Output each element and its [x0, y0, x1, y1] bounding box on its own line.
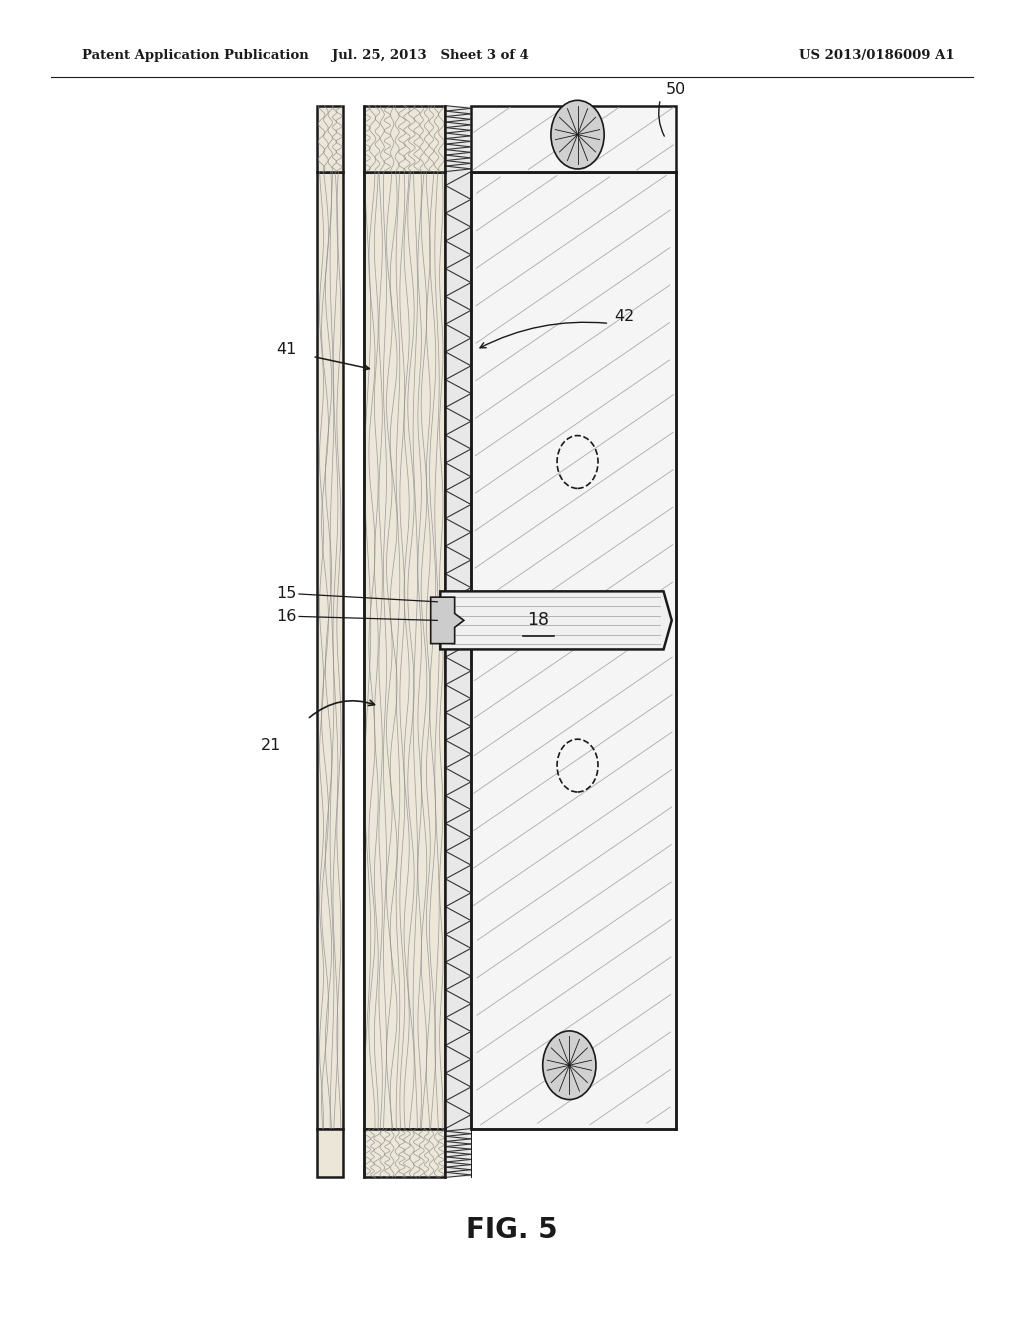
Text: 41: 41 — [276, 342, 297, 358]
Bar — [364, 106, 445, 172]
Text: 18: 18 — [527, 611, 550, 630]
Bar — [471, 172, 676, 1129]
Text: 15: 15 — [276, 586, 297, 602]
Text: 50: 50 — [666, 82, 686, 98]
Bar — [445, 172, 471, 1129]
Bar — [364, 172, 445, 1129]
Bar — [471, 106, 676, 172]
Polygon shape — [440, 591, 672, 649]
Text: 16: 16 — [276, 609, 297, 624]
Text: Patent Application Publication: Patent Application Publication — [82, 49, 308, 62]
Text: FIG. 5: FIG. 5 — [466, 1216, 558, 1245]
Text: 42: 42 — [614, 309, 635, 325]
Bar — [317, 172, 343, 1129]
Polygon shape — [431, 597, 464, 644]
Text: Jul. 25, 2013   Sheet 3 of 4: Jul. 25, 2013 Sheet 3 of 4 — [332, 49, 528, 62]
Bar — [364, 1129, 445, 1177]
Circle shape — [543, 1031, 596, 1100]
Text: 21: 21 — [261, 738, 282, 754]
Circle shape — [551, 100, 604, 169]
Bar — [445, 1129, 471, 1177]
Text: US 2013/0186009 A1: US 2013/0186009 A1 — [799, 49, 954, 62]
Bar — [317, 106, 343, 172]
Bar — [445, 106, 471, 172]
Bar — [317, 1129, 343, 1177]
